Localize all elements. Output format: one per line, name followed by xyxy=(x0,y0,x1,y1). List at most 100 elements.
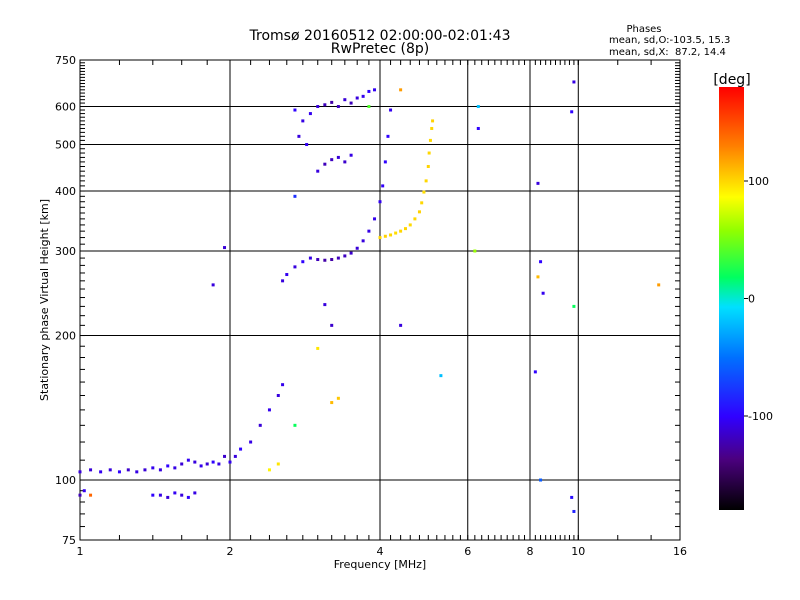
data-point xyxy=(570,495,574,499)
data-point xyxy=(330,323,334,327)
colorbar xyxy=(719,87,744,510)
info-phase-x: mean, sd,X: 87.2, 14.4 xyxy=(609,47,726,58)
data-point xyxy=(361,239,365,243)
data-point xyxy=(308,256,312,260)
data-point xyxy=(276,394,280,398)
colorbar-label: [deg] xyxy=(713,72,750,88)
data-point xyxy=(413,217,417,221)
data-point xyxy=(361,94,365,98)
grid-lines xyxy=(80,60,680,540)
data-point xyxy=(233,454,237,458)
x-tick-label: 1 xyxy=(77,545,84,558)
data-point xyxy=(389,108,393,112)
data-point xyxy=(536,275,540,279)
data-point xyxy=(536,181,540,185)
data-point xyxy=(349,101,353,105)
y-tick-label: 300 xyxy=(55,245,76,258)
data-point xyxy=(349,153,353,157)
colorbar-tick-label: 100 xyxy=(748,175,769,188)
data-point xyxy=(343,98,347,102)
data-point xyxy=(330,100,334,104)
data-point xyxy=(211,460,215,464)
data-point xyxy=(78,470,82,474)
data-point xyxy=(143,468,147,472)
data-point xyxy=(223,246,227,250)
y-tick-label: 75 xyxy=(62,534,76,547)
data-point xyxy=(316,169,320,173)
data-point xyxy=(476,126,480,130)
y-tick-label: 200 xyxy=(55,330,76,343)
data-point xyxy=(323,258,327,262)
x-tick-labels: 1 2 4 6 8 10 16 xyxy=(77,545,688,558)
data-point xyxy=(336,256,340,260)
data-point xyxy=(180,493,184,497)
data-point xyxy=(217,462,221,466)
data-point xyxy=(336,155,340,159)
data-point xyxy=(180,462,184,466)
data-point xyxy=(293,108,297,112)
data-point xyxy=(355,246,359,250)
data-point xyxy=(439,374,443,378)
data-point xyxy=(228,460,232,464)
data-point xyxy=(367,229,371,233)
data-point xyxy=(135,470,139,474)
chart-title: Tromsø 20160512 02:00:00-02:01:43 xyxy=(249,28,511,44)
data-point xyxy=(258,423,262,427)
data-point xyxy=(417,210,421,214)
info-heading: Phases xyxy=(626,24,661,35)
x-tick-label: 10 xyxy=(571,545,585,558)
y-tick-label: 100 xyxy=(55,474,76,487)
data-point xyxy=(355,96,359,100)
y-tick-label: 500 xyxy=(55,139,76,152)
data-point xyxy=(424,179,428,183)
data-point xyxy=(297,134,301,138)
data-point xyxy=(151,466,155,470)
data-point xyxy=(117,470,121,474)
data-point xyxy=(399,88,403,92)
data-point xyxy=(386,134,390,138)
data-point xyxy=(293,265,297,269)
data-point xyxy=(173,491,177,495)
data-point xyxy=(293,194,297,198)
y-tick-label: 600 xyxy=(55,101,76,114)
data-point xyxy=(193,460,197,464)
data-point xyxy=(301,119,305,123)
data-point xyxy=(476,105,480,109)
data-point xyxy=(239,447,243,451)
data-point xyxy=(285,273,289,277)
data-point xyxy=(316,346,320,350)
data-point xyxy=(426,164,430,168)
data-point xyxy=(570,110,574,114)
data-point xyxy=(572,80,576,84)
data-point xyxy=(336,396,340,400)
data-point xyxy=(473,249,477,253)
data-point xyxy=(383,160,387,164)
data-point xyxy=(323,162,327,166)
data-point xyxy=(330,401,334,405)
data-point xyxy=(399,229,403,233)
data-point xyxy=(349,251,353,255)
data-point xyxy=(316,105,320,109)
data-point xyxy=(158,493,162,497)
data-point xyxy=(276,462,280,466)
data-point xyxy=(343,160,347,164)
data-point xyxy=(572,509,576,513)
x-tick-label: 16 xyxy=(673,545,687,558)
data-point xyxy=(89,468,93,472)
x-tick-label: 6 xyxy=(464,545,471,558)
data-point xyxy=(173,466,177,470)
data-point xyxy=(82,489,86,493)
data-point xyxy=(657,283,661,287)
data-point xyxy=(89,493,93,497)
data-point xyxy=(539,260,543,264)
data-point xyxy=(330,158,334,162)
data-point xyxy=(158,468,162,472)
data-point xyxy=(199,464,203,468)
data-point xyxy=(389,233,393,237)
data-point xyxy=(305,143,309,147)
data-point xyxy=(186,458,190,462)
data-point xyxy=(343,254,347,258)
data-point xyxy=(533,370,537,374)
x-axis-label: Frequency [MHz] xyxy=(334,558,426,571)
data-point xyxy=(373,217,377,221)
